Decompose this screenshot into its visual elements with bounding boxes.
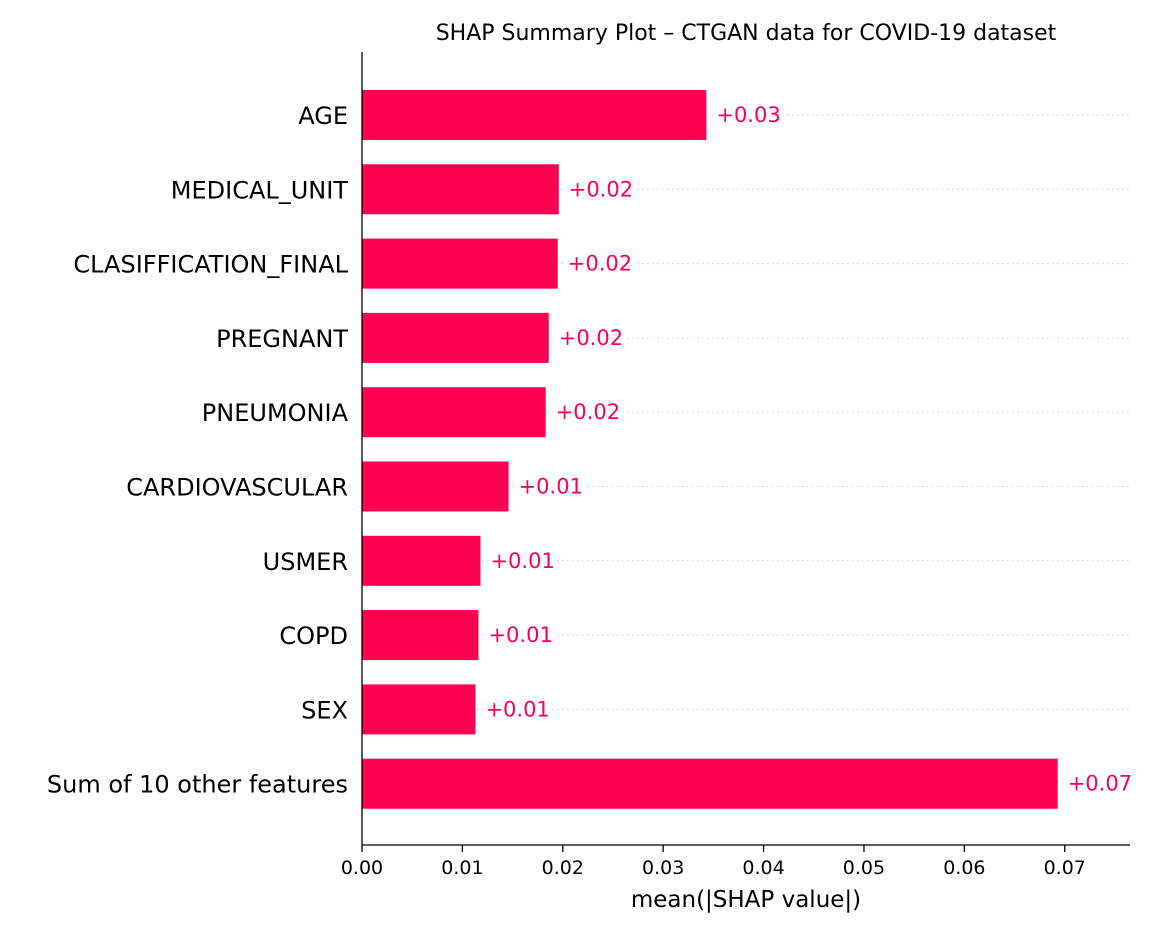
category-label: Sum of 10 other features (47, 771, 348, 799)
category-label: MEDICAL_UNIT (171, 176, 349, 204)
value-label: +0.01 (485, 697, 549, 721)
category-label: PREGNANT (216, 325, 348, 353)
category-label: USMER (263, 548, 348, 576)
category-label: PNEUMONIA (202, 399, 349, 427)
bar-clasiffication-final (362, 238, 558, 289)
bar-sum-of-10-other-features (362, 758, 1058, 809)
value-label: +0.01 (490, 549, 554, 573)
x-tick-label: 0.07 (1044, 857, 1086, 879)
gridlines (362, 114, 1130, 785)
category-label: CARDIOVASCULAR (126, 474, 348, 502)
value-label: +0.02 (568, 252, 632, 276)
x-tick-label: 0.02 (542, 857, 584, 879)
value-label: +0.03 (716, 103, 780, 127)
bar-pneumonia (362, 387, 546, 438)
bar-pregnant (362, 312, 549, 363)
value-label: +0.02 (559, 326, 623, 350)
x-tick-label: 0.01 (441, 857, 483, 879)
bar-age (362, 90, 707, 140)
value-label-bg (516, 474, 585, 499)
value-label: +0.07 (1068, 772, 1132, 796)
value-label-bg (483, 697, 552, 722)
category-label: COPD (279, 622, 348, 650)
x-tick-label: 0.00 (341, 857, 383, 879)
value-label-bg (714, 103, 783, 127)
bars (362, 90, 1058, 809)
category-label: AGE (298, 102, 348, 130)
x-axis-label: mean(|SHAP value|) (631, 887, 861, 913)
axes (361, 52, 1130, 846)
chart-title: SHAP Summary Plot – CTGAN data for COVID… (436, 21, 1057, 46)
bar-copd (362, 610, 479, 661)
bar-cardiovascular (362, 461, 509, 512)
value-label-bg (566, 177, 636, 202)
x-tick-label: 0.03 (642, 857, 684, 879)
value-label: +0.02 (569, 177, 633, 201)
category-label: CLASIFFICATION_FINAL (73, 251, 348, 279)
value-label-bg (488, 548, 557, 573)
bar-medical-unit (362, 164, 559, 215)
value-label-bg (486, 623, 555, 648)
x-tick-label: 0.05 (843, 857, 885, 879)
x-tick-label: 0.06 (943, 857, 985, 879)
category-label: SEX (301, 696, 348, 724)
value-label-bg (556, 325, 626, 350)
x-ticks: 0.00 0.01 0.02 0.03 0.04 0.05 0.06 0.07 (341, 845, 1086, 879)
value-label-bg (553, 400, 623, 425)
value-label: +0.01 (519, 475, 583, 499)
value-labels: +0.03 +0.02 +0.02 +0.02 +0.02 +0.01 +0.01 +0.01… (483, 103, 1135, 796)
category-labels: AGE MEDICAL_UNIT CLASIFFICATION_FINAL PREGN… (47, 102, 349, 799)
value-label: +0.02 (556, 400, 620, 424)
value-label: +0.01 (488, 623, 552, 647)
bar-usmer (362, 535, 481, 586)
bar-sex (362, 684, 476, 735)
x-tick-label: 0.04 (742, 857, 784, 879)
value-label-bg (565, 251, 635, 276)
value-label-bg (1065, 771, 1135, 796)
